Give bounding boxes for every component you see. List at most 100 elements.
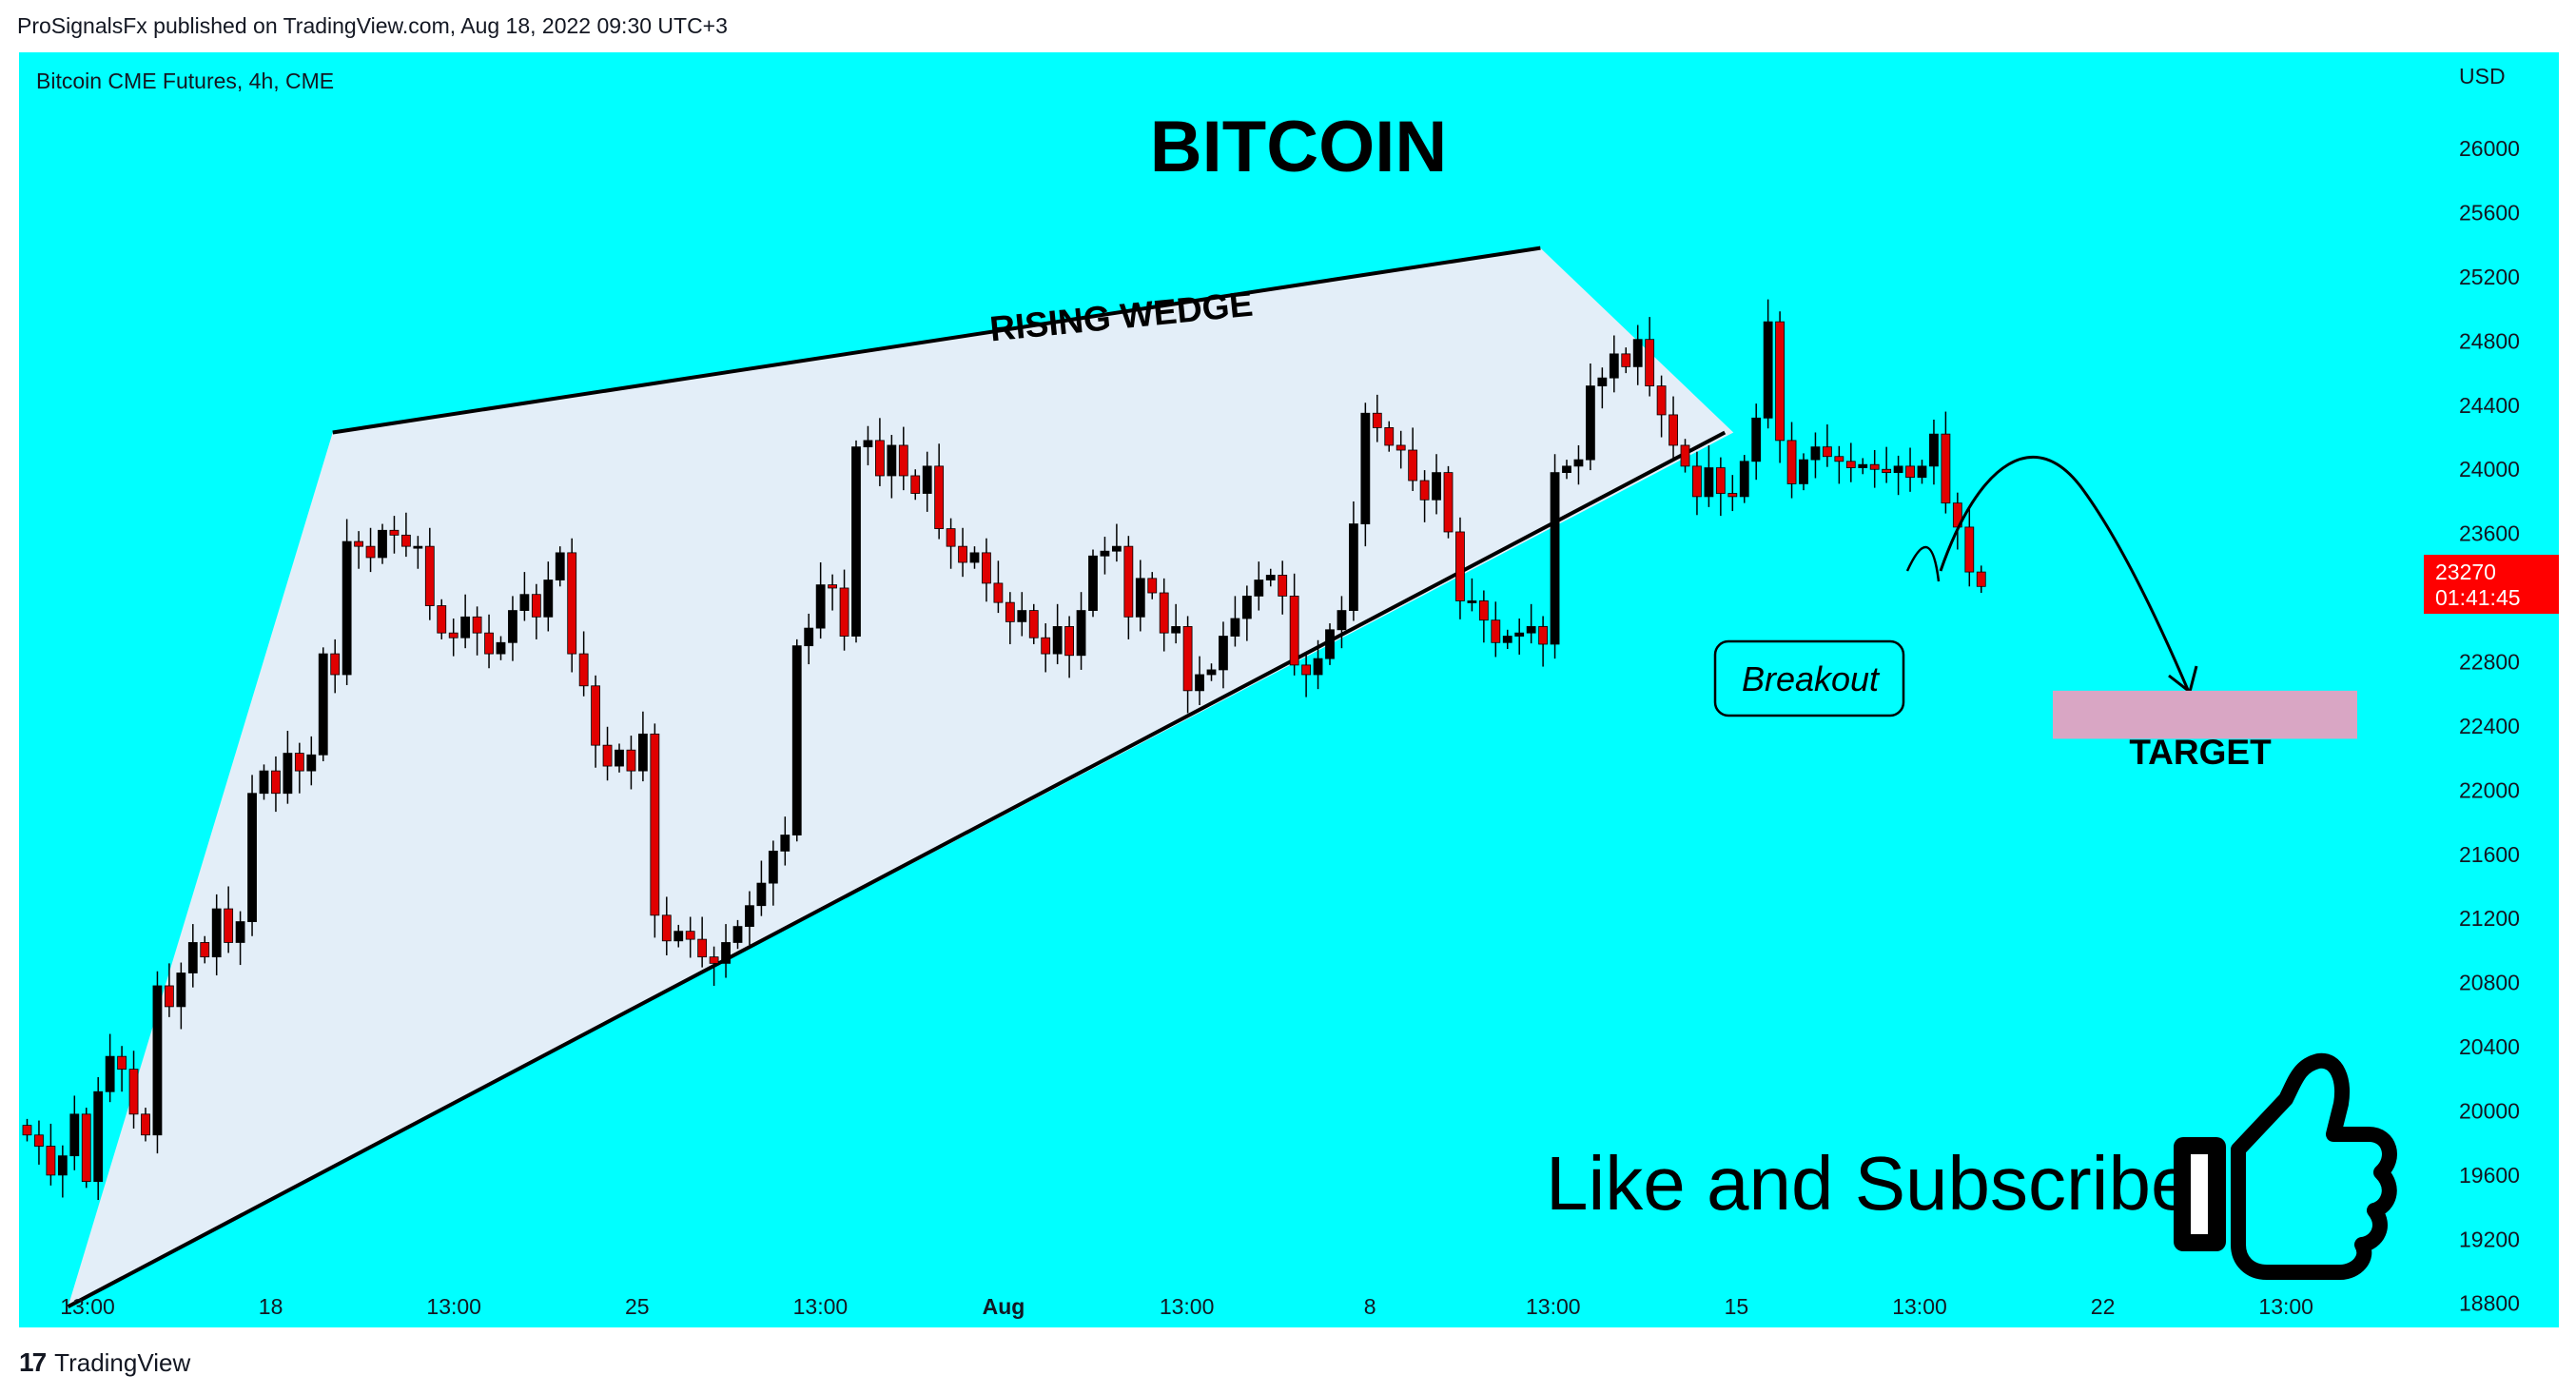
candle-body <box>1586 385 1595 461</box>
price-chart[interactable]: 2600025600252002480024400240002360023200… <box>19 52 2559 1327</box>
candle-body <box>508 610 517 643</box>
candle-body <box>1491 619 1501 643</box>
candle-body <box>1692 465 1702 498</box>
price-tick-label: 20400 <box>2459 1034 2520 1059</box>
candle-body <box>531 594 541 618</box>
candle-body <box>567 552 577 655</box>
candle-body <box>804 627 814 647</box>
candle-body <box>1526 626 1536 634</box>
bar-countdown: 01:41:45 <box>2435 585 2521 610</box>
candle-body <box>247 793 257 922</box>
time-tick-label: 25 <box>625 1294 650 1319</box>
candle-body <box>1669 414 1678 446</box>
candle-body <box>176 973 186 1008</box>
thumbs-up-icon[interactable] <box>2174 1052 2397 1280</box>
candle-body <box>164 985 174 1008</box>
candle-body <box>1289 595 1299 666</box>
candle-body <box>1241 595 1252 619</box>
candle-body <box>413 545 423 549</box>
candle-body <box>1219 636 1228 671</box>
candle-body <box>1395 444 1406 451</box>
tradingview-icon: 17 <box>19 1347 47 1377</box>
candle-body <box>697 938 708 958</box>
wedge-upper-trendline[interactable] <box>332 246 1541 435</box>
candle-body <box>294 753 304 772</box>
candle-body <box>1562 465 1571 474</box>
time-tick-label: 13:00 <box>1892 1294 1947 1319</box>
candle-body <box>200 942 210 958</box>
time-tick-label: 18 <box>259 1294 283 1319</box>
target-zone[interactable] <box>2053 690 2357 739</box>
candle-body <box>969 552 980 563</box>
candle-body <box>69 1113 80 1157</box>
candle-body <box>105 1055 115 1092</box>
candle-body <box>1123 545 1134 618</box>
candle-body <box>1017 610 1027 622</box>
candle-body <box>400 534 411 547</box>
candle-body <box>1929 433 1939 467</box>
breakout-callout[interactable] <box>1713 639 1905 717</box>
candle-body <box>81 1113 91 1183</box>
tradingview-logo[interactable]: 17 TradingView <box>19 1347 190 1378</box>
price-tick-label: 21600 <box>2459 842 2520 867</box>
candle-body <box>1313 658 1323 676</box>
candle-body <box>1538 626 1548 645</box>
candle-body <box>863 440 873 448</box>
candle-body <box>1834 456 1844 462</box>
candle-body <box>1052 626 1063 655</box>
price-tick-label: 24400 <box>2459 393 2520 418</box>
candle-body <box>1278 575 1288 597</box>
candle-body <box>519 594 530 611</box>
candle-body <box>815 584 826 629</box>
candle-body <box>1478 600 1489 621</box>
candle-body <box>117 1055 127 1071</box>
candle-body <box>1360 412 1371 524</box>
candle-body <box>1632 339 1643 367</box>
candle-body <box>271 770 281 795</box>
candle-body <box>898 444 908 477</box>
candle-body <box>57 1155 68 1176</box>
candle-body <box>1147 578 1158 594</box>
candle-body <box>1064 626 1074 657</box>
candle-body <box>887 444 897 477</box>
time-axis[interactable]: 13:00 18 13:00 25 13:00 Aug 13:00 8 13:00 15 13:00… <box>60 1294 2313 1319</box>
candle-body <box>1372 412 1382 428</box>
currency-label: USD <box>2459 64 2506 88</box>
candle-body <box>1882 468 1892 474</box>
breakout-callout-pointer <box>1905 546 1941 582</box>
chart-title: BITCOIN <box>1150 107 1447 187</box>
time-tick-label: 13:00 <box>1160 1294 1215 1319</box>
candle-body <box>365 545 376 559</box>
candle-body <box>1810 446 1821 461</box>
candle-body <box>1550 472 1560 645</box>
last-price-badge[interactable] <box>2424 555 2559 614</box>
candle-body <box>484 632 494 655</box>
candle-body <box>1455 531 1465 601</box>
wedge-lower-trendline[interactable] <box>67 430 1727 1308</box>
price-tick-label: 21200 <box>2459 906 2520 931</box>
candle-body <box>578 653 589 687</box>
candle-body <box>152 985 163 1136</box>
price-tick-label: 25200 <box>2459 265 2520 289</box>
candle-body <box>1621 353 1631 367</box>
candle-body <box>626 749 636 772</box>
price-axis[interactable]: 2600025600252002480024400240002360023200… <box>2459 136 2520 1316</box>
candle-body <box>1704 467 1714 498</box>
candle-body <box>1775 321 1785 442</box>
candle-body <box>1786 440 1797 484</box>
candle-body <box>1941 433 1951 504</box>
like-subscribe-text: Like and Subscribe <box>1546 1141 2193 1226</box>
candle-body <box>1182 626 1193 692</box>
candle-body <box>732 926 743 943</box>
candle-body <box>946 528 956 547</box>
candle-body <box>1964 526 1975 573</box>
candle-body <box>958 545 967 563</box>
candle-body <box>1419 480 1430 501</box>
candle-body <box>1869 463 1880 470</box>
candle-body <box>591 685 600 746</box>
candle-body <box>1206 669 1217 676</box>
candle-body <box>1739 461 1749 498</box>
candle-body <box>1230 618 1240 637</box>
candle-body <box>424 545 435 606</box>
chart-panel[interactable]: 2600025600252002480024400240002360023200… <box>19 52 2559 1327</box>
